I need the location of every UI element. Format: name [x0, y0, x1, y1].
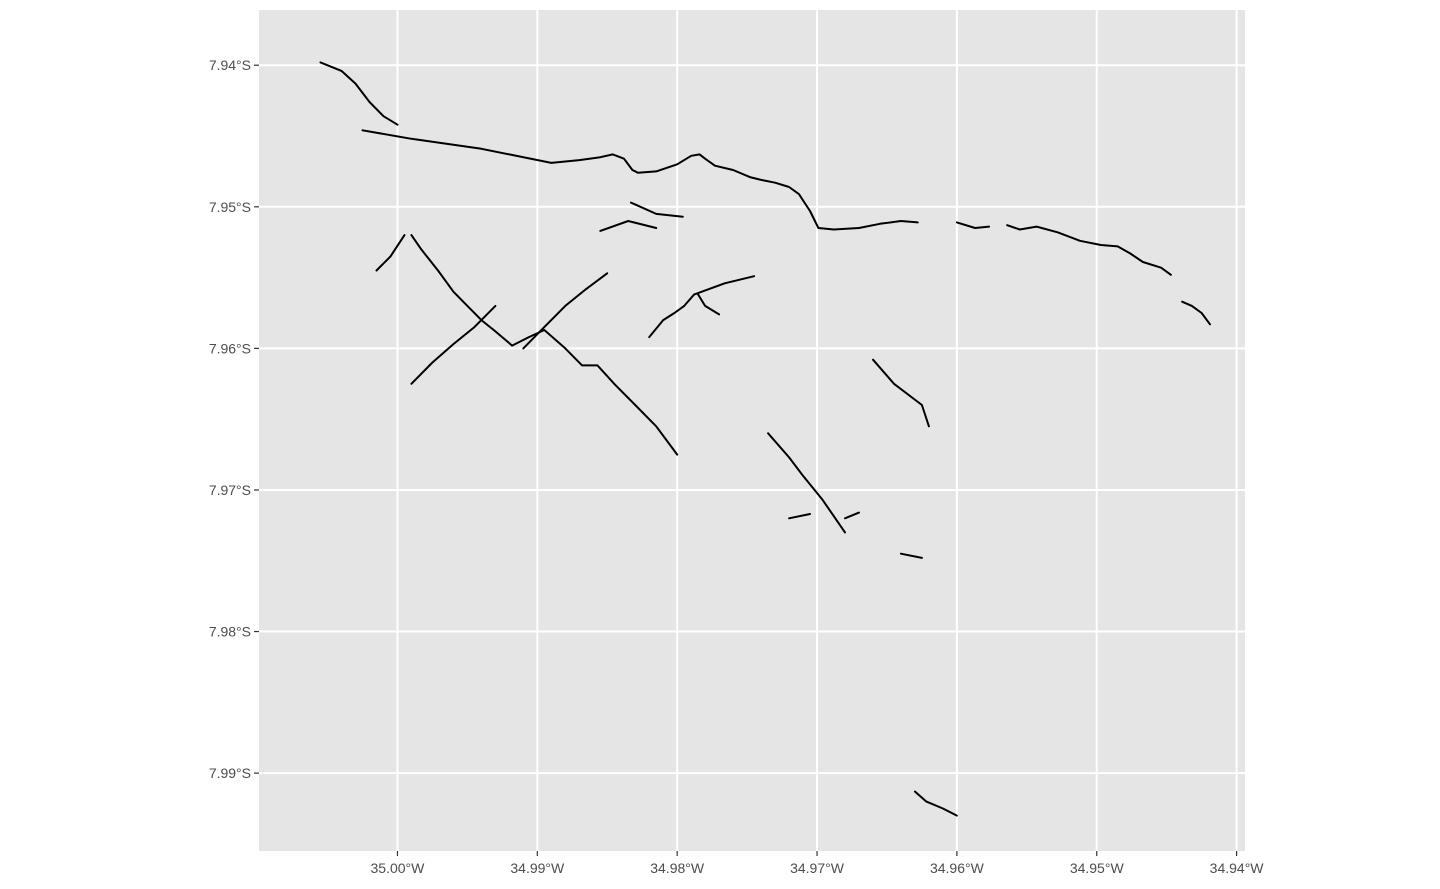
y-tick-label: 7.95°S: [209, 199, 251, 215]
road-segment: [522, 272, 609, 350]
road-segment: [648, 275, 756, 339]
y-tick-label: 7.98°S: [209, 624, 251, 640]
road-segment: [913, 790, 958, 817]
road-segment: [1006, 224, 1172, 276]
road-segment: [410, 234, 679, 456]
y-tick-label: 7.96°S: [209, 340, 251, 356]
x-tick-label: 34.94°W: [1210, 860, 1265, 876]
road-segment: [788, 513, 811, 520]
y-axis: 7.94°S 7.95°S 7.96°S 7.97°S 7.98°S 7.99°S: [209, 57, 259, 781]
x-tick-label: 34.99°W: [510, 860, 565, 876]
x-tick-label: 34.95°W: [1070, 860, 1125, 876]
x-tick-label: 34.97°W: [790, 860, 845, 876]
road-segment: [767, 432, 846, 534]
road-segment: [844, 511, 860, 520]
road-segment: [599, 220, 658, 232]
y-tick-label: 7.94°S: [209, 57, 251, 73]
y-tick-label: 7.97°S: [209, 482, 251, 498]
road-segment: [1181, 300, 1211, 326]
road-segment: [375, 234, 406, 272]
road-segment: [955, 221, 991, 229]
road-segment: [361, 129, 919, 231]
road-segment: [410, 304, 497, 385]
x-tick-label: 35.00°W: [371, 860, 426, 876]
map-panel-background: [259, 10, 1245, 851]
y-tick-label: 7.99°S: [209, 765, 251, 781]
road-segment: [872, 358, 930, 428]
road-network: [319, 61, 1211, 817]
road-segment: [319, 61, 399, 126]
road-segment: [630, 201, 684, 218]
x-axis: 35.00°W 34.99°W 34.98°W 34.97°W 34.96°W 34.95…: [371, 851, 1265, 876]
road-segment: [697, 293, 721, 316]
grid-lines: [259, 10, 1245, 851]
road-segment: [899, 552, 923, 559]
x-tick-label: 34.98°W: [650, 860, 705, 876]
x-tick-label: 34.96°W: [930, 860, 985, 876]
